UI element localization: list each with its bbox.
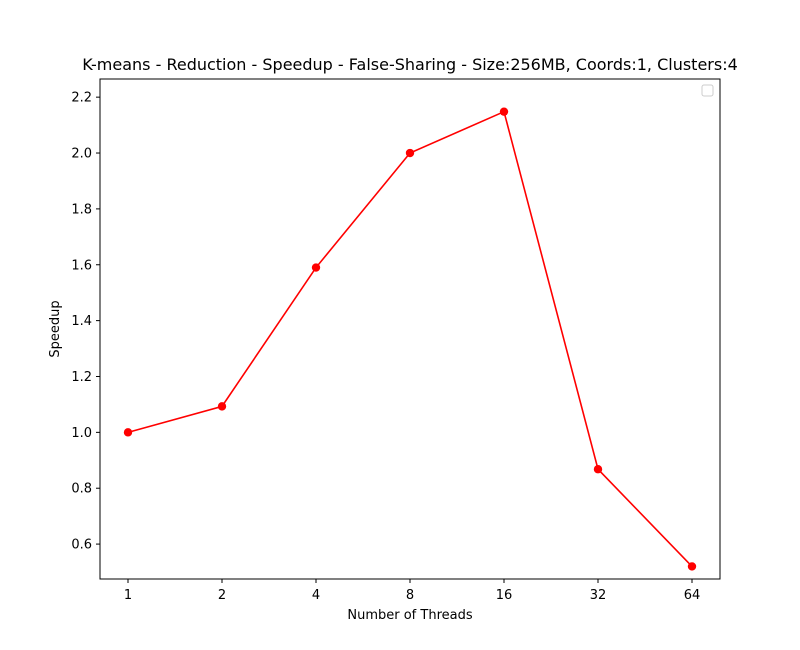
y-tick-label: 2.2 — [71, 91, 92, 106]
x-tick-label: 32 — [590, 588, 607, 603]
series-line — [127, 110, 693, 567]
y-tick-label: 0.8 — [71, 482, 92, 497]
data-point-16 — [499, 107, 509, 116]
data-point-8 — [405, 148, 415, 158]
x-tick-label: 1 — [124, 588, 132, 603]
y-tick-label: 0.6 — [71, 538, 92, 553]
y-axis-ticks: 0.6 0.8 1.0 1.2 1.4 1.6 1.8 2.0 2.2 — [71, 91, 100, 553]
data-point-4 — [311, 263, 321, 272]
legend-box — [701, 84, 714, 97]
data-point-2 — [217, 402, 227, 411]
y-tick-label: 2.0 — [71, 147, 92, 162]
y-tick-label: 1.8 — [71, 202, 92, 217]
series-layer — [123, 107, 697, 571]
x-axis-label: Number of Threads — [347, 608, 472, 623]
y-axis-label: Speedup — [48, 300, 63, 357]
y-tick-label: 1.4 — [71, 314, 92, 329]
data-point-64 — [687, 562, 697, 571]
data-point-32 — [593, 465, 603, 474]
x-axis-ticks: 1 2 4 8 16 32 64 — [124, 579, 700, 603]
x-tick-label: 8 — [406, 588, 414, 603]
plot-frame — [99, 78, 721, 580]
x-tick-label: 4 — [312, 588, 320, 603]
y-tick-label: 1.0 — [71, 426, 92, 441]
x-tick-label: 64 — [684, 588, 701, 603]
x-tick-label: 16 — [496, 588, 513, 603]
data-point-1 — [123, 428, 133, 437]
y-tick-label: 1.2 — [71, 370, 92, 385]
x-tick-label: 2 — [218, 588, 226, 603]
chart-title: K-means - Reduction - Speedup - False-Sh… — [82, 55, 738, 74]
y-tick-label: 1.6 — [71, 258, 92, 273]
